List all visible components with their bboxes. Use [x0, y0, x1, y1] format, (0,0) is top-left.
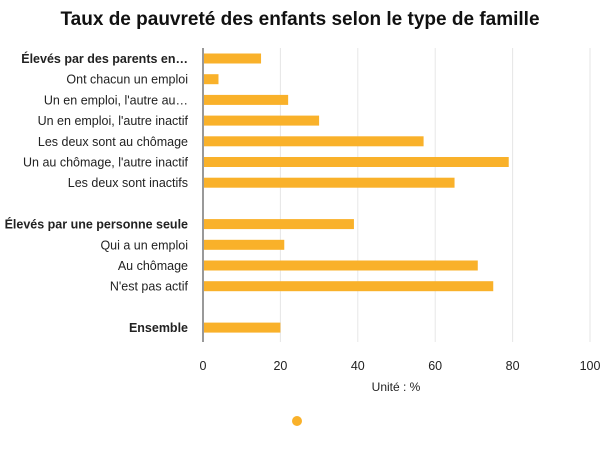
category-label: Un en emploi, l'autre inactif — [38, 114, 189, 128]
x-tick-label: 0 — [200, 359, 207, 373]
x-tick-label: 20 — [273, 359, 287, 373]
bar[interactable] — [204, 219, 354, 230]
bars — [204, 53, 509, 333]
x-tick-label: 40 — [351, 359, 365, 373]
bar[interactable] — [204, 157, 509, 167]
x-tick-label: 100 — [580, 359, 600, 373]
bar[interactable] — [204, 177, 455, 188]
category-labels: Élevés par des parents en… Ont chacun un … — [5, 51, 189, 335]
grid-lines — [202, 48, 591, 342]
bar[interactable] — [204, 94, 289, 105]
category-label: N'est pas actif — [110, 280, 189, 294]
category-label: Ensemble — [129, 321, 188, 335]
x-axis-title: Unité : % — [372, 380, 421, 394]
category-label: Les deux sont au chômage — [38, 135, 188, 149]
bar[interactable] — [204, 53, 262, 64]
legend-marker[interactable] — [292, 416, 302, 426]
category-label: Au chômage — [118, 259, 188, 273]
category-label: Ont chacun un emploi — [66, 73, 188, 87]
category-label: Élevés par des parents en… — [21, 51, 188, 66]
category-label: Élevés par une personne seule — [5, 217, 188, 232]
category-label: Qui a un emploi — [100, 238, 188, 252]
bar[interactable] — [204, 281, 494, 292]
category-label: Un en emploi, l'autre au… — [44, 93, 188, 107]
bar[interactable] — [204, 260, 478, 271]
bar[interactable] — [204, 74, 219, 85]
bar[interactable] — [204, 239, 285, 250]
bar[interactable] — [204, 322, 281, 333]
bar[interactable] — [204, 136, 424, 147]
bar[interactable] — [204, 115, 320, 126]
category-label: Les deux sont inactifs — [68, 176, 188, 190]
x-tick-labels: 0 20 40 60 80 100 — [200, 359, 600, 373]
x-tick-label: 80 — [506, 359, 520, 373]
chart-title: Taux de pauvreté des enfants selon le ty… — [60, 9, 539, 30]
x-tick-label: 60 — [428, 359, 442, 373]
category-label: Un au chômage, l'autre inactif — [23, 156, 189, 170]
